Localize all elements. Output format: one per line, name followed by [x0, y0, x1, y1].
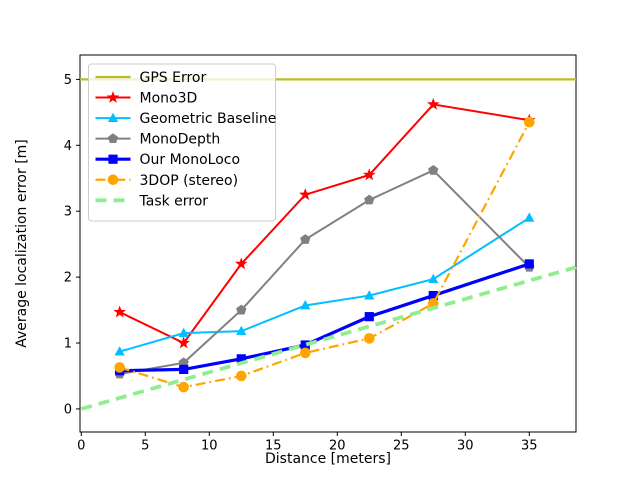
pentagon-marker	[107, 133, 119, 144]
square-marker	[524, 259, 534, 269]
triangle-marker	[178, 327, 189, 338]
legend-label: Task error	[139, 193, 209, 209]
triangle-marker	[300, 300, 311, 310]
square-marker	[428, 290, 438, 301]
x-tick-label: 10	[201, 439, 218, 454]
x-tick-label: 15	[265, 439, 282, 454]
square-marker	[300, 340, 310, 350]
triangle-marker	[107, 112, 119, 122]
triangle-marker	[114, 346, 125, 356]
axes-box	[79, 54, 577, 433]
square-marker	[108, 154, 118, 164]
star-marker	[427, 97, 440, 110]
circle-marker	[107, 174, 119, 186]
plot-area: 0 5 10 15 20 25 30 35 0 1 2 3 4 5	[64, 54, 577, 454]
series-task-error	[80, 265, 577, 411]
circle-marker	[299, 347, 311, 359]
pentagon-marker	[428, 164, 439, 175]
circle-marker	[235, 370, 247, 382]
x-tick-label: 25	[393, 439, 410, 454]
pentagon-marker	[178, 357, 189, 368]
circle-marker	[523, 116, 535, 128]
star-marker	[235, 257, 248, 270]
y-tick-label: 3	[64, 205, 72, 220]
circle-marker	[114, 362, 125, 373]
legend-item-mono3d: Mono3D	[95, 90, 198, 107]
legend-label: 3DOP (stereo)	[140, 173, 239, 189]
legend-item-task-error: Task error	[95, 193, 209, 209]
circle-marker	[363, 333, 375, 344]
x-tick-label: 0	[77, 439, 85, 454]
pentagon-marker	[300, 234, 311, 244]
legend-item-gps-error: GPS Error	[95, 70, 207, 86]
series-our-monoloco	[115, 259, 534, 376]
star-marker	[106, 90, 120, 103]
y-tick-label: 0	[64, 402, 72, 417]
series-layer	[80, 78, 577, 411]
square-marker	[364, 312, 374, 322]
series-3dop-stereo	[114, 116, 535, 393]
legend-label: Mono3D	[140, 91, 198, 107]
y-axis-label: Average localization error [m]	[14, 139, 30, 348]
legend-label: Our MonoLoco	[140, 152, 241, 168]
triangle-marker	[524, 212, 535, 222]
legend-item-our-monoloco: Our MonoLoco	[95, 152, 241, 168]
legend-label: Geometric Baseline	[140, 111, 277, 127]
square-marker	[179, 364, 189, 374]
x-axis-label: Distance [meters]	[265, 451, 391, 467]
series-monodepth	[114, 164, 535, 379]
triangle-marker	[428, 273, 439, 283]
legend-label: GPS Error	[140, 70, 207, 86]
y-tick-label: 4	[64, 139, 72, 154]
x-tick-label: 5	[141, 439, 149, 454]
legend-item-3dop-stereo: 3DOP (stereo)	[95, 173, 239, 189]
triangle-marker	[236, 325, 247, 336]
x-tick-label: 35	[521, 439, 538, 454]
circle-marker	[178, 381, 189, 393]
x-tick-label: 30	[457, 439, 474, 454]
legend-box	[88, 63, 276, 222]
legend-item-geometric-baseline: Geometric Baseline	[95, 111, 277, 127]
star-marker	[299, 188, 312, 201]
legend-item-monodepth: MonoDepth	[95, 132, 221, 148]
y-tick-label: 5	[64, 73, 72, 88]
square-marker	[236, 354, 246, 364]
triangle-marker	[364, 290, 375, 300]
pentagon-marker	[236, 304, 247, 315]
series-geometric-baseline	[114, 212, 535, 356]
star-marker	[177, 336, 190, 349]
pentagon-marker	[364, 194, 375, 205]
y-tick-label: 2	[64, 271, 72, 286]
y-tick-label: 1	[64, 337, 72, 352]
star-marker	[363, 168, 376, 181]
legend-label: MonoDepth	[140, 132, 221, 148]
series-line	[119, 262, 530, 373]
series-line	[80, 265, 577, 411]
star-marker	[113, 305, 126, 318]
legend: GPS Error Mono3D Geometric Baseline MonoDep…	[88, 63, 277, 222]
x-tick-label: 20	[329, 439, 346, 454]
